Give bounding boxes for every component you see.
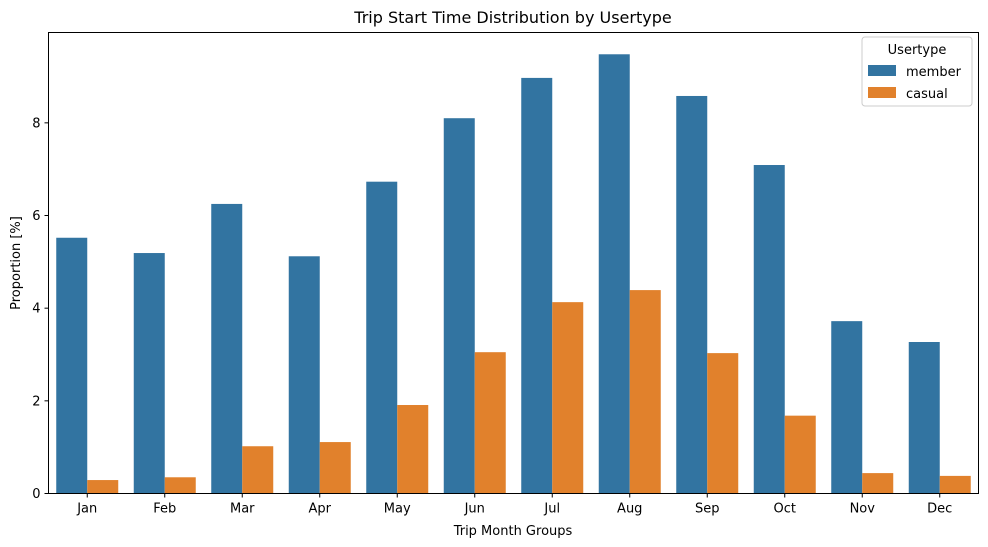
y-tick-label-4: 4 (32, 302, 40, 317)
x-tick-label-sep: Sep (695, 502, 720, 517)
legend-swatch-casual (868, 87, 896, 98)
x-tick-label-may: May (384, 502, 411, 517)
bar-casual-may (397, 405, 429, 494)
bar-member-jun (443, 118, 475, 494)
bar-casual-feb (164, 477, 196, 494)
x-tick-label-aug: Aug (617, 502, 642, 517)
bar-member-sep (676, 95, 708, 494)
bar-member-nov (831, 321, 863, 494)
x-tick-label-jul: Jul (543, 502, 560, 517)
x-tick-label-apr: Apr (309, 502, 332, 517)
bar-member-mar (211, 203, 243, 494)
bars-group (56, 54, 971, 494)
x-tick-label-nov: Nov (850, 502, 876, 517)
x-tick-label-jun: Jun (464, 502, 485, 517)
bar-casual-nov (862, 473, 894, 494)
x-tick-label-dec: Dec (927, 502, 952, 517)
x-tick-label-mar: Mar (230, 502, 255, 517)
x-axis-ticks: Jan Feb Mar Apr May Jun Jul Aug Sep Oct Nov Dec (76, 493, 952, 517)
bar-casual-oct (784, 415, 816, 494)
legend: Usertype member casual (861, 36, 973, 107)
bar-casual-jan (87, 480, 119, 494)
x-tick-label-jan: Jan (76, 502, 97, 517)
bar-member-jan (56, 237, 88, 494)
legend-title: Usertype (888, 43, 947, 58)
y-axis-label: Proportion [%] (9, 216, 24, 310)
y-tick-label-6: 6 (32, 209, 40, 224)
bar-casual-dec (939, 475, 971, 494)
plot-frame (48, 32, 979, 494)
bar-member-dec (908, 342, 940, 494)
bar-casual-aug (629, 290, 661, 494)
bar-member-jul (521, 77, 553, 494)
bar-member-aug (598, 54, 630, 494)
bar-casual-sep (707, 353, 739, 494)
y-axis-ticks: 0 2 4 6 8 (32, 116, 49, 502)
bar-member-oct (753, 165, 785, 494)
legend-label-casual: casual (906, 87, 948, 102)
y-tick-label-8: 8 (32, 116, 40, 131)
x-axis-label: Trip Month Groups (453, 524, 573, 539)
bar-member-apr (288, 256, 320, 494)
x-tick-label-feb: Feb (153, 502, 176, 517)
y-tick-label-0: 0 (32, 487, 40, 502)
bar-casual-jun (474, 352, 506, 494)
y-tick-label-2: 2 (32, 394, 40, 409)
bar-member-feb (133, 253, 165, 494)
bar-member-may (366, 181, 398, 494)
x-tick-label-oct: Oct (774, 502, 796, 517)
legend-label-member: member (906, 65, 962, 80)
legend-swatch-member (868, 65, 896, 76)
bar-casual-jul (552, 302, 584, 494)
chart-title: Trip Start Time Distribution by Usertype (353, 8, 671, 27)
bar-casual-mar (242, 446, 274, 494)
bar-casual-apr (319, 442, 351, 494)
